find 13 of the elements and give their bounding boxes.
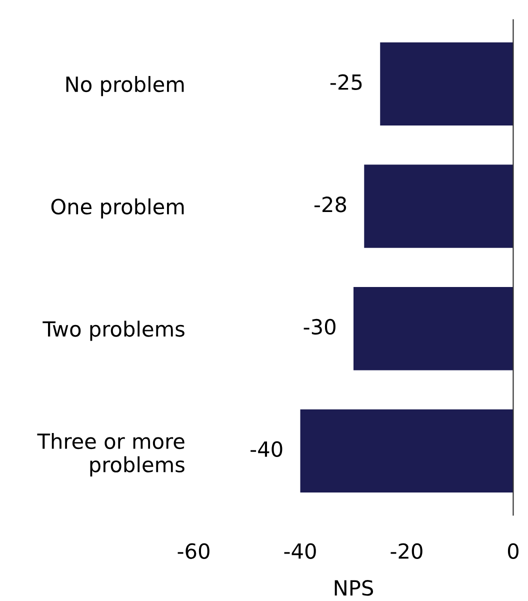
x-tick-label: -60 bbox=[178, 543, 210, 559]
data-label: -30 bbox=[304, 318, 336, 335]
data-label: -28 bbox=[314, 196, 346, 212]
x-tick-label: -20 bbox=[390, 543, 422, 559]
x-tick-label: 0 bbox=[508, 543, 518, 559]
y-tick-label: One problem bbox=[51, 198, 184, 219]
y-tick-label: Two problems bbox=[42, 320, 184, 341]
y-tick-label: No problem bbox=[66, 76, 184, 96]
y-tick-label: Three or more problems bbox=[37, 432, 184, 476]
x-tick-label: -40 bbox=[284, 543, 316, 559]
x-axis-title: NPS bbox=[334, 580, 374, 596]
data-label: -25 bbox=[330, 74, 362, 90]
data-label: -40 bbox=[250, 441, 282, 457]
